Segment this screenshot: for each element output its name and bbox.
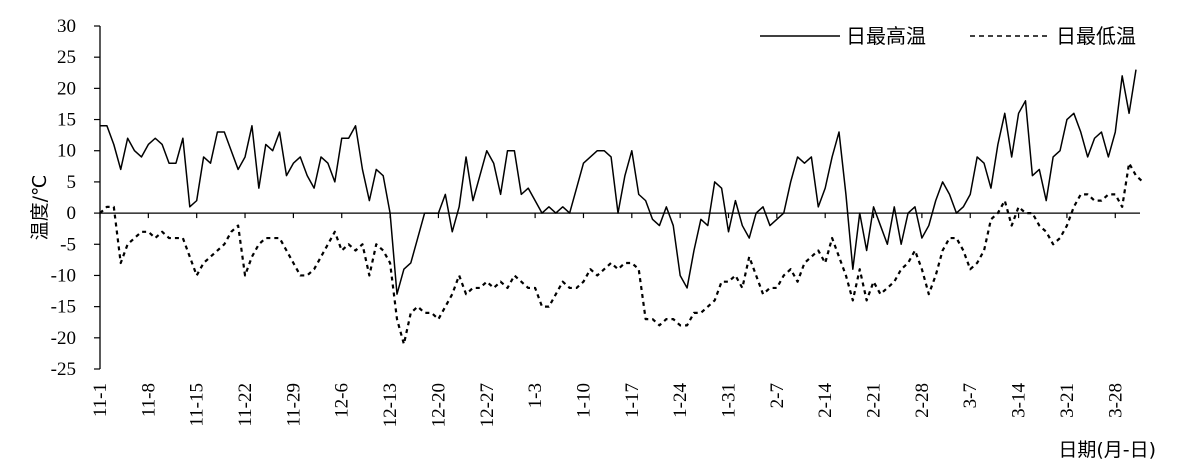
- x-tick-label: 1-3: [525, 383, 546, 408]
- x-tick-label: 2-14: [815, 383, 836, 418]
- x-tick-label: 11-15: [187, 383, 208, 427]
- x-tick-label: 3-28: [1105, 383, 1126, 418]
- series-line-max-temp: [100, 69, 1137, 295]
- y-tick-label: -20: [51, 328, 76, 349]
- y-axis-ticks: 30 25 20 15 10 5 0 -5 -10 -15 -20 -25: [51, 16, 100, 380]
- x-tick-label: 12-27: [477, 383, 498, 427]
- x-tick-label: 1-10: [573, 383, 594, 418]
- x-tick-label: 12-6: [332, 383, 353, 418]
- y-tick-label: 5: [67, 172, 77, 193]
- x-axis-label: 日期(月-日): [1058, 439, 1156, 461]
- y-tick-label: -5: [60, 234, 76, 255]
- y-tick-label: -25: [51, 359, 76, 380]
- legend-label-min: 日最低温: [1056, 24, 1136, 48]
- y-tick-label: -15: [51, 297, 76, 318]
- series-group: [99, 69, 1144, 346]
- x-tick-label: 2-28: [912, 383, 933, 418]
- x-tick-label: 11-8: [138, 383, 159, 417]
- legend-label-max: 日最高温: [846, 24, 926, 48]
- x-tick-label: 12-20: [428, 383, 449, 427]
- x-tick-label: 1-24: [670, 383, 691, 418]
- y-tick-label: 30: [57, 16, 76, 37]
- series-line-min-temp: [99, 162, 1144, 346]
- y-tick-label: 20: [57, 78, 76, 99]
- y-tick-label: 25: [57, 47, 76, 68]
- y-axis-label: 温度/℃: [29, 175, 51, 241]
- y-tick-label: 15: [57, 110, 76, 131]
- axes: [99, 26, 1140, 369]
- x-tick-label: 2-7: [767, 383, 788, 408]
- x-tick-label: 12-13: [380, 383, 401, 427]
- x-tick-label: 3-7: [960, 383, 981, 408]
- x-tick-label: 11-29: [283, 383, 304, 427]
- y-tick-label: 0: [67, 203, 77, 224]
- x-tick-label: 2-21: [864, 383, 885, 418]
- x-axis-ticks: 11-1 11-8 11-15 11-22 11-29 12-6 12-13 12-20 12-…: [90, 213, 1126, 427]
- x-tick-label: 3-14: [1009, 383, 1030, 418]
- y-tick-label: -10: [51, 265, 76, 286]
- y-tick-label: 10: [57, 141, 76, 162]
- x-tick-label: 1-31: [719, 383, 740, 418]
- x-tick-label: 11-1: [90, 383, 111, 417]
- x-tick-label: 1-17: [622, 383, 643, 418]
- x-tick-label: 3-21: [1057, 383, 1078, 418]
- x-tick-label: 11-22: [235, 383, 256, 427]
- legend: 日最高温 日最低温: [760, 24, 1136, 48]
